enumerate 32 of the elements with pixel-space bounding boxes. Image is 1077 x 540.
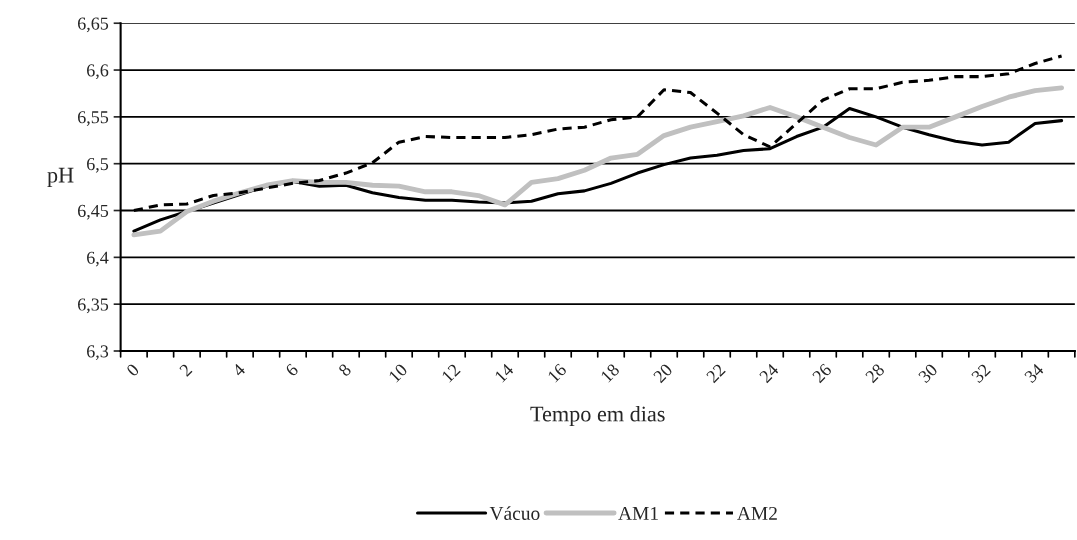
x-tick-label: 14 (494, 362, 515, 383)
x-tick-label: 6 (284, 362, 299, 377)
x-tick-label: 26 (811, 362, 833, 384)
x-tick-label: 28 (864, 362, 886, 384)
x-tick-label: 12 (441, 363, 461, 383)
y-tick-label: 6,65 (78, 17, 109, 33)
legend-label: AM2 (737, 506, 777, 520)
legend-label: AM1 (618, 506, 658, 520)
y-tick-label: 6,45 (78, 204, 109, 220)
y-axis-title: pH (47, 167, 74, 188)
x-tick-label: 2 (178, 363, 193, 377)
y-tick-label: 6,3 (87, 345, 109, 361)
line-series (131, 85, 1065, 238)
y-tick-label: 6,55 (78, 111, 109, 126)
x-tick-label: 20 (652, 362, 674, 384)
legend-label: Vácuo (489, 506, 540, 521)
x-axis-title: Tempo em dias (530, 405, 665, 427)
x-tick-label: 30 (917, 362, 939, 384)
x-tick-label: 22 (705, 363, 726, 384)
x-tick-label: 0 (125, 362, 140, 377)
x-tick-label: 16 (547, 362, 568, 383)
x-tick-label: 8 (337, 362, 352, 377)
y-tick-label: 6,6 (87, 64, 109, 80)
y-tick-label: 6,5 (87, 158, 109, 173)
x-tick-label: 24 (758, 362, 780, 384)
y-tick-label: 6,35 (78, 298, 109, 314)
x-tick-label: 32 (970, 363, 991, 384)
x-tick-label: 4 (231, 362, 246, 378)
y-tick-label: 6,4 (87, 251, 109, 267)
x-tick-label: 18 (600, 362, 621, 383)
x-tick-label: 34 (1023, 362, 1045, 384)
x-tick-label: 10 (388, 362, 409, 383)
